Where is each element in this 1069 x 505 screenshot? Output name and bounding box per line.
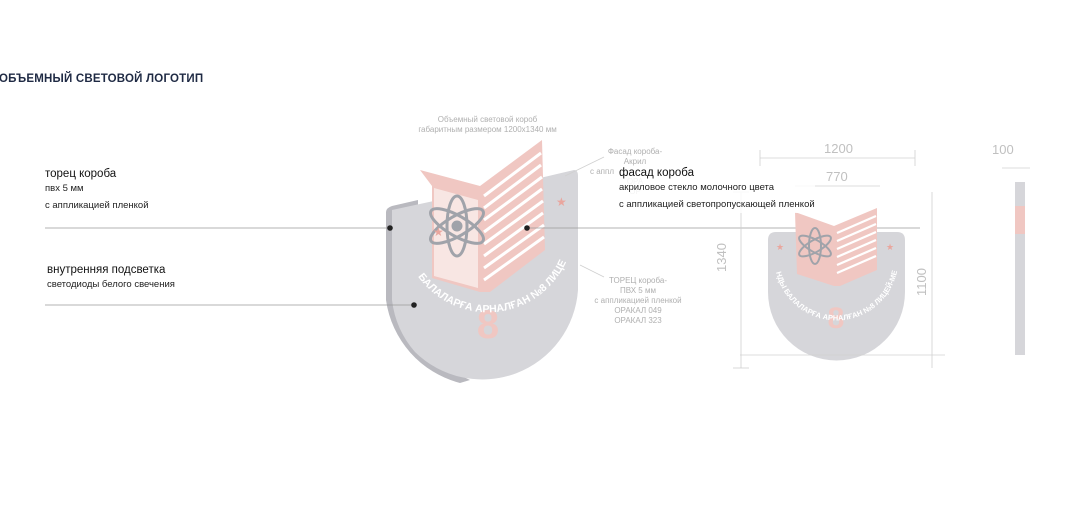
dim-height-right: 1100 (914, 268, 929, 296)
label-facade-title: фасад короба (619, 167, 694, 179)
dim-depth: 100 (992, 142, 1014, 157)
label-side-line1: пвх 5 мм (45, 183, 84, 194)
dim-width-total: 1200 (824, 141, 853, 156)
elevation-star-left-icon: ★ (776, 243, 784, 253)
book-right-page (480, 140, 545, 292)
dim-height-left: 1340 (714, 243, 729, 272)
label-light: внутренняя подсветка светодиоды белого с… (47, 264, 175, 293)
side-view (1015, 182, 1025, 355)
dim-width-inner: 770 (826, 169, 848, 184)
label-side-line2: с аппликацией пленкой (45, 200, 149, 211)
label-light-title: внутренняя подсветка (47, 264, 166, 276)
elevation-book-left (795, 212, 834, 286)
note-side: ТОРЕЦ короба- ПВХ 5 мм с аппликацией пле… (594, 276, 682, 325)
leader-dot-light (411, 302, 417, 308)
atom-icon (429, 194, 485, 258)
label-light-line1: светодиоды белого свечения (47, 279, 175, 290)
book-stripes (483, 151, 545, 282)
elevation-star-right-icon: ★ (886, 243, 894, 253)
leader-dot-side (387, 225, 393, 231)
logo-number: 8 (477, 303, 499, 347)
star-left-icon: ★ (433, 225, 444, 239)
label-facade: фасад короба акриловое стекло молочного … (619, 167, 815, 213)
elevation-number: 8 (828, 302, 845, 335)
label-side-title: торец короба (45, 168, 117, 180)
section-heading: ОБЪЕМНЫЙ СВЕТОВОЙ ЛОГОТИП (0, 73, 204, 85)
label-facade-line1: акриловое стекло молочного цвета (619, 182, 775, 193)
elevation-atom-icon (798, 227, 832, 265)
label-side: торец короба пвх 5 мм с аппликацией плен… (45, 168, 149, 214)
star-right-icon: ★ (556, 195, 567, 209)
note-top: Объемный световой короб габаритным разме… (418, 115, 557, 134)
label-facade-line2: с аппликацией светопропускающей пленкой (619, 199, 815, 210)
leader-dot-facade (524, 225, 530, 231)
side-view-strip (1015, 182, 1025, 355)
side-view-facade (1015, 206, 1025, 234)
